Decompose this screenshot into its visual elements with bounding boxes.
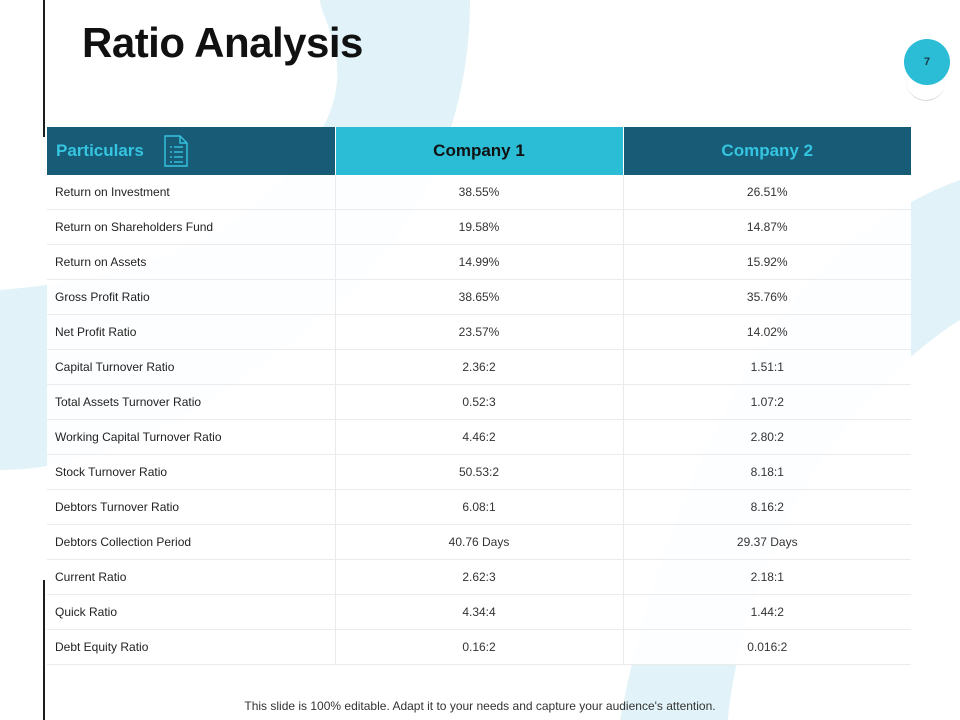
- company-1-value: 4.46:2: [335, 419, 624, 455]
- company-1-value: 2.62:3: [335, 559, 624, 595]
- footer-note: This slide is 100% editable. Adapt it to…: [244, 699, 716, 713]
- header-company-1: Company 1: [335, 127, 624, 175]
- row-label: Gross Profit Ratio: [47, 279, 336, 315]
- company-1-value: 4.34:4: [335, 594, 624, 630]
- row-label: Stock Turnover Ratio: [47, 454, 336, 490]
- table-row: Current Ratio 2.62:3 2.18:1: [47, 559, 911, 595]
- row-label: Return on Investment: [47, 175, 336, 210]
- company-1-value: 38.55%: [335, 175, 624, 210]
- company-1-value: 2.36:2: [335, 349, 624, 385]
- table-row: Return on Shareholders Fund 19.58% 14.87%: [47, 209, 911, 245]
- company-1-value: 38.65%: [335, 279, 624, 315]
- company-1-value: 50.53:2: [335, 454, 624, 490]
- ratio-table: Particulars Company 1 Company 2 Return: [47, 127, 911, 665]
- company-2-value: 29.37 Days: [623, 524, 911, 560]
- company-2-value: 15.92%: [623, 244, 911, 280]
- table-row: Quick Ratio 4.34:4 1.44:2: [47, 594, 911, 630]
- row-label: Debtors Collection Period: [47, 524, 336, 560]
- row-label: Return on Shareholders Fund: [47, 209, 336, 245]
- table-row: Gross Profit Ratio 38.65% 35.76%: [47, 279, 911, 315]
- slide-title: Ratio Analysis: [82, 19, 363, 66]
- table-row: Working Capital Turnover Ratio 4.46:2 2.80…: [47, 419, 911, 455]
- row-label: Quick Ratio: [47, 594, 336, 630]
- row-label: Capital Turnover Ratio: [47, 349, 336, 385]
- company-2-value: 26.51%: [623, 175, 911, 210]
- table-row: Stock Turnover Ratio 50.53:2 8.18:1: [47, 454, 911, 490]
- table-row: Debtors Collection Period 40.76 Days 29.37…: [47, 524, 911, 560]
- company-1-value: 6.08:1: [335, 489, 624, 525]
- page-badge-decoration: [906, 70, 946, 101]
- company-2-value: 14.87%: [623, 209, 911, 245]
- header-particulars: Particulars: [47, 127, 336, 175]
- company-2-value: 14.02%: [623, 314, 911, 350]
- table-row: Debt Equity Ratio 0.16:2 0.016:2: [47, 629, 911, 665]
- row-label: Debtors Turnover Ratio: [47, 489, 336, 525]
- table-row: Return on Investment 38.55% 26.51%: [47, 175, 911, 210]
- table-header-row: Particulars Company 1 Company 2: [47, 127, 911, 175]
- row-label: Current Ratio: [47, 559, 336, 595]
- company-2-value: 2.18:1: [623, 559, 911, 595]
- table-row: Net Profit Ratio 23.57% 14.02%: [47, 314, 911, 350]
- company-2-value: 0.016:2: [623, 629, 911, 665]
- row-label: Return on Assets: [47, 244, 336, 280]
- company-1-value: 19.58%: [335, 209, 624, 245]
- company-2-value: 1.07:2: [623, 384, 911, 420]
- header-company-2: Company 2: [623, 127, 911, 175]
- company-1-value: 14.99%: [335, 244, 624, 280]
- header-particulars-label: Particulars: [56, 141, 144, 160]
- page-number: 7: [923, 56, 931, 68]
- row-label: Net Profit Ratio: [47, 314, 336, 350]
- company-2-value: 35.76%: [623, 279, 911, 315]
- company-2-value: 1.51:1: [623, 349, 911, 385]
- table-row: Total Assets Turnover Ratio 0.52:3 1.07:2: [47, 384, 911, 420]
- company-1-value: 0.16:2: [335, 629, 624, 665]
- company-2-value: 8.16:2: [623, 489, 911, 525]
- company-1-value: 23.57%: [335, 314, 624, 350]
- left-accent-line-top: [43, 0, 45, 137]
- table-row: Capital Turnover Ratio 2.36:2 1.51:1: [47, 349, 911, 385]
- document-list-icon: [163, 135, 188, 167]
- company-2-value: 2.80:2: [623, 419, 911, 455]
- row-label: Working Capital Turnover Ratio: [47, 419, 336, 455]
- company-1-value: 40.76 Days: [335, 524, 624, 560]
- row-label: Total Assets Turnover Ratio: [47, 384, 336, 420]
- left-accent-line-bottom: [43, 580, 45, 720]
- table-row: Debtors Turnover Ratio 6.08:1 8.16:2: [47, 489, 911, 525]
- company-2-value: 8.18:1: [623, 454, 911, 490]
- table-row: Return on Assets 14.99% 15.92%: [47, 244, 911, 280]
- company-1-value: 0.52:3: [335, 384, 624, 420]
- company-2-value: 1.44:2: [623, 594, 911, 630]
- row-label: Debt Equity Ratio: [47, 629, 336, 665]
